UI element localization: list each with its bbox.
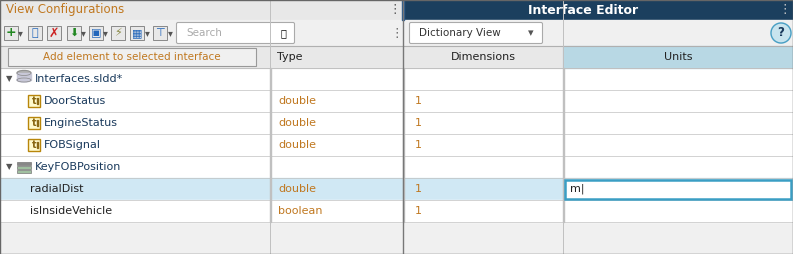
- Text: ⋮: ⋮: [779, 4, 791, 17]
- Circle shape: [771, 23, 791, 43]
- Text: ▾: ▾: [102, 28, 107, 38]
- Bar: [37, 120, 38, 126]
- Text: boolean: boolean: [278, 206, 323, 216]
- Text: ▣: ▣: [90, 28, 102, 38]
- Bar: [0, 20, 793, 46]
- Text: ⎙: ⎙: [32, 28, 38, 38]
- Bar: [28, 139, 40, 151]
- Bar: [37, 98, 38, 104]
- Text: ▾: ▾: [167, 28, 172, 38]
- Bar: [0, 134, 793, 156]
- Text: ▼: ▼: [6, 74, 13, 84]
- Text: radialDist: radialDist: [30, 184, 83, 194]
- Text: DoorStatus: DoorStatus: [44, 96, 106, 106]
- Text: double: double: [278, 96, 316, 106]
- Text: t: t: [32, 118, 36, 128]
- Text: Search: Search: [186, 28, 222, 38]
- Text: ⬇: ⬇: [69, 28, 79, 38]
- Bar: [28, 117, 40, 129]
- Bar: [37, 142, 38, 148]
- Text: ⚡: ⚡: [114, 28, 122, 38]
- Bar: [0, 0, 403, 20]
- Text: 1: 1: [415, 96, 422, 106]
- Text: 🔍: 🔍: [280, 28, 286, 38]
- Bar: [8, 48, 256, 66]
- Text: 1: 1: [415, 118, 422, 128]
- Text: Dictionary View: Dictionary View: [419, 28, 500, 38]
- Text: ▾: ▾: [144, 28, 149, 38]
- Bar: [67, 26, 81, 40]
- Bar: [111, 26, 125, 40]
- Bar: [47, 26, 61, 40]
- FancyBboxPatch shape: [409, 23, 542, 43]
- Bar: [0, 46, 403, 68]
- Bar: [4, 26, 18, 40]
- Text: Interfaces.sldd*: Interfaces.sldd*: [35, 74, 123, 84]
- Bar: [17, 73, 31, 80]
- Bar: [28, 26, 42, 40]
- Bar: [89, 26, 103, 40]
- Bar: [0, 112, 793, 134]
- Bar: [17, 170, 31, 172]
- Bar: [403, 46, 563, 68]
- Text: isInsideVehicle: isInsideVehicle: [30, 206, 112, 216]
- Ellipse shape: [17, 71, 31, 75]
- Text: 1: 1: [415, 140, 422, 150]
- Text: ⋮: ⋮: [389, 4, 401, 17]
- Text: t: t: [32, 140, 36, 150]
- Ellipse shape: [17, 78, 31, 82]
- Text: Add element to selected interface: Add element to selected interface: [43, 52, 220, 62]
- Text: ▾: ▾: [81, 28, 86, 38]
- Text: double: double: [278, 184, 316, 194]
- Text: View Configurations: View Configurations: [6, 4, 125, 17]
- Text: ▾: ▾: [17, 28, 22, 38]
- Text: Dimensions: Dimensions: [450, 52, 515, 62]
- FancyBboxPatch shape: [177, 23, 294, 43]
- Bar: [0, 200, 793, 222]
- Text: Units: Units: [664, 52, 692, 62]
- Bar: [565, 180, 791, 198]
- Bar: [403, 0, 793, 20]
- Text: FOBSignal: FOBSignal: [44, 140, 101, 150]
- Bar: [0, 68, 793, 90]
- Text: EngineStatus: EngineStatus: [44, 118, 118, 128]
- Text: 1: 1: [415, 206, 422, 216]
- Text: ⋮: ⋮: [391, 26, 404, 40]
- Text: t: t: [32, 96, 36, 106]
- Bar: [17, 162, 31, 165]
- Text: KeyFOBPosition: KeyFOBPosition: [35, 162, 121, 172]
- Text: Interface Editor: Interface Editor: [528, 4, 638, 17]
- Text: ⊤: ⊤: [155, 28, 165, 38]
- Bar: [402, 0, 404, 20]
- Text: 1: 1: [415, 184, 422, 194]
- Text: ✗: ✗: [48, 26, 59, 40]
- Text: ▾: ▾: [528, 28, 534, 38]
- Bar: [0, 156, 793, 178]
- Bar: [130, 26, 144, 40]
- Bar: [17, 166, 31, 168]
- Text: m|: m|: [570, 184, 584, 194]
- Text: ?: ?: [778, 26, 784, 40]
- Bar: [563, 46, 793, 68]
- Text: double: double: [278, 118, 316, 128]
- Bar: [153, 26, 167, 40]
- Text: double: double: [278, 140, 316, 150]
- Text: +: +: [6, 26, 17, 40]
- Bar: [0, 90, 793, 112]
- Bar: [0, 178, 793, 200]
- Text: ▼: ▼: [6, 163, 13, 171]
- Text: Type: Type: [278, 52, 303, 62]
- Text: ▦: ▦: [132, 28, 142, 38]
- Bar: [28, 95, 40, 107]
